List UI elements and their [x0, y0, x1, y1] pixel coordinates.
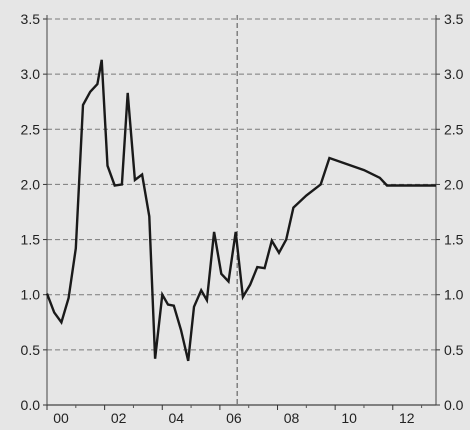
x-tick-label: 10	[341, 410, 357, 425]
y-tick-label-left: 3.5	[21, 11, 41, 27]
y-tick-label-right: 1.5	[444, 232, 464, 248]
x-tick-label: 04	[168, 410, 184, 425]
y-tick-label-left: 2.5	[21, 121, 41, 137]
y-tick-label-right: 3.5	[444, 11, 464, 27]
y-tick-label-right: 0.0	[444, 397, 464, 413]
x-tick-label: 08	[284, 410, 300, 425]
y-tick-label-left: 3.0	[21, 66, 41, 82]
y-tick-label-left: 1.0	[21, 287, 41, 303]
x-tick-label: 06	[226, 410, 242, 425]
gridlines	[47, 18, 436, 351]
x-tick-label: 00	[53, 410, 69, 425]
x-tick-label: 12	[399, 410, 415, 425]
y-tick-label-right: 0.5	[444, 342, 464, 358]
y-tick-label-right: 1.0	[444, 287, 464, 303]
x-tick-label: 02	[111, 410, 127, 425]
series-layer	[45, 59, 436, 362]
axes	[43, 15, 440, 410]
y-tick-label-left: 0.5	[21, 342, 41, 358]
y-tick-label-right: 2.5	[444, 121, 464, 137]
y-tick-label-left: 0.0	[21, 397, 41, 413]
tick-labels: 0.0 0.0 0.5 0.5 1.0 1.0 1.5 1.5 2.0 2.0 2.5 2.5 3.0 3…	[21, 11, 464, 426]
y-tick-label-left: 2.0	[21, 176, 41, 192]
y-tick-label-right: 2.0	[444, 176, 464, 192]
y-tick-label-left: 1.5	[21, 232, 41, 248]
y-tick-label-right: 3.0	[444, 66, 464, 82]
series-line	[45, 59, 436, 362]
